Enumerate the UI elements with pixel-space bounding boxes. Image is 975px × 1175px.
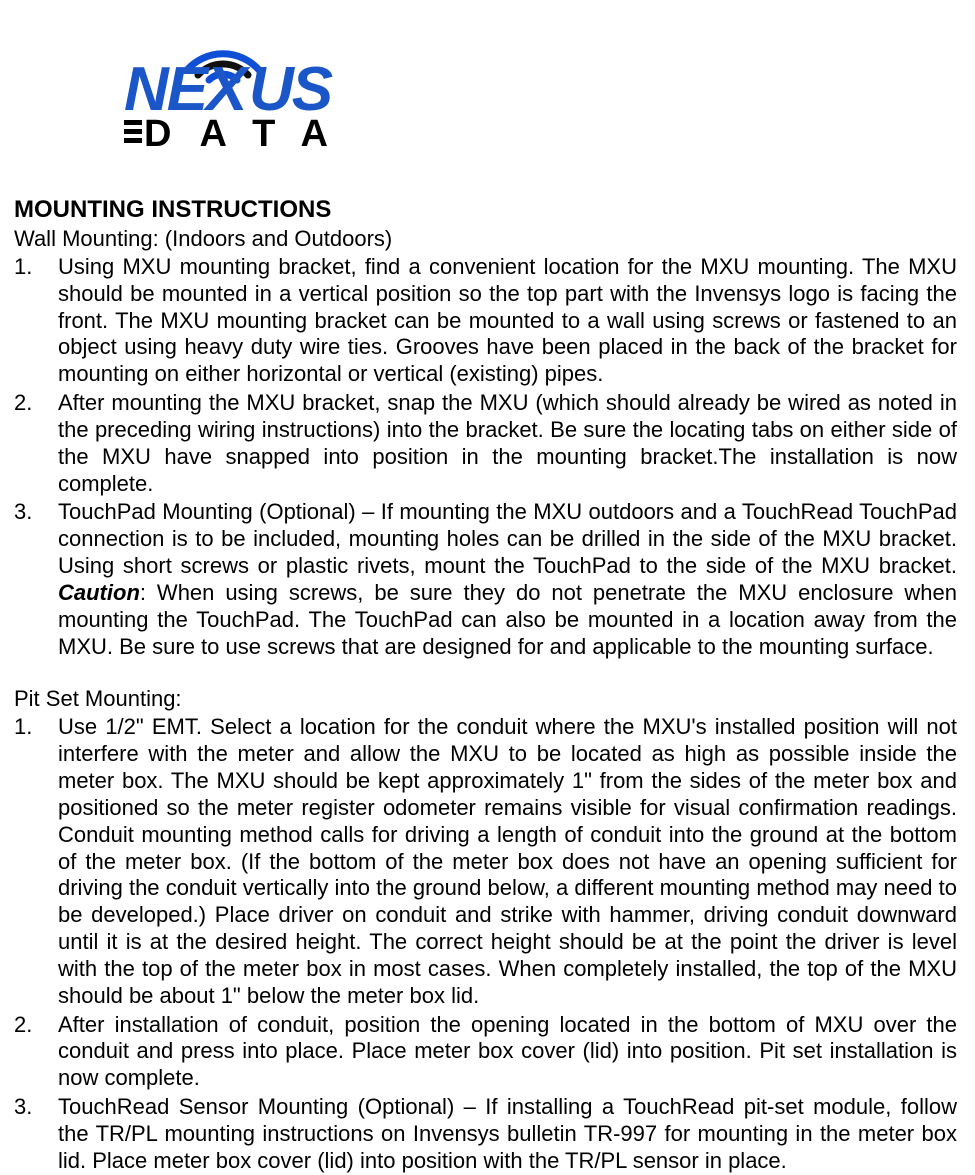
list-item: 2. After installation of conduit, positi… — [14, 1012, 957, 1092]
caution-word: Caution — [58, 580, 140, 605]
list-number: 1. — [14, 254, 58, 388]
list-number: 1. — [14, 714, 58, 1009]
list-body: After mounting the MXU bracket, snap the… — [58, 390, 957, 497]
list-item: 1. Using MXU mounting bracket, find a co… — [14, 254, 957, 388]
list-body: TouchRead Sensor Mounting (Optional) – I… — [58, 1094, 957, 1174]
wall-mounting-subheading: Wall Mounting: (Indoors and Outdoors) — [14, 226, 957, 252]
list-body-pre: TouchPad Mounting (Optional) – If mounti… — [58, 499, 957, 578]
wall-mounting-list: 1. Using MXU mounting bracket, find a co… — [14, 254, 957, 660]
pit-set-subheading: Pit Set Mounting: — [14, 686, 957, 712]
list-number: 2. — [14, 390, 58, 497]
list-item: 3. TouchRead Sensor Mounting (Optional) … — [14, 1094, 957, 1174]
list-item: 3. TouchPad Mounting (Optional) – If mou… — [14, 499, 957, 660]
pit-set-list: 1. Use 1/2" EMT. Select a location for t… — [14, 714, 957, 1174]
list-item: 1. Use 1/2" EMT. Select a location for t… — [14, 714, 957, 1009]
list-number: 3. — [14, 1094, 58, 1174]
list-body: After installation of conduit, position … — [58, 1012, 957, 1092]
list-item: 2. After mounting the MXU bracket, snap … — [14, 390, 957, 497]
nexus-data-logo: NE X US DATA — [124, 12, 957, 152]
list-body: Use 1/2" EMT. Select a location for the … — [58, 714, 957, 1009]
list-number: 3. — [14, 499, 58, 660]
spacer — [14, 662, 957, 686]
caution-tail: : When using screws, be sure they do not… — [58, 580, 957, 659]
list-body: TouchPad Mounting (Optional) – If mounti… — [58, 499, 957, 660]
list-number: 2. — [14, 1012, 58, 1092]
mounting-instructions-heading: MOUNTING INSTRUCTIONS — [14, 196, 957, 224]
document-page: NE X US DATA MOUNTING INSTRUCTIONS Wall … — [0, 0, 975, 991]
list-body: Using MXU mounting bracket, find a conve… — [58, 254, 957, 388]
svg-text:DATA: DATA — [144, 113, 356, 152]
